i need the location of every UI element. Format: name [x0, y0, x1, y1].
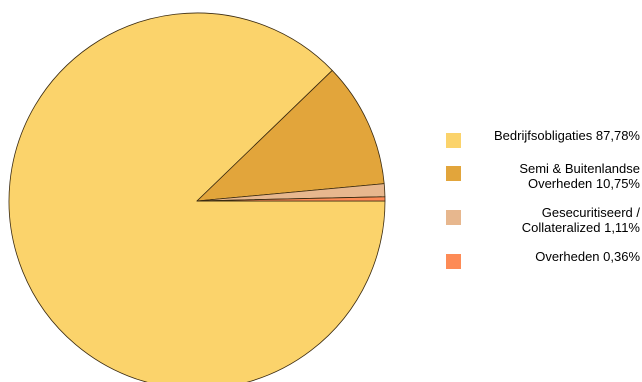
legend-label-line: Gesecuritiseerd /	[541, 205, 640, 220]
pie-slice-0	[8, 12, 386, 382]
legend-label-line: Overheden 10,75%	[527, 176, 640, 191]
legend-label-gesecuritiseerd: Gesecuritiseerd / Collateralized 1,11%	[478, 205, 640, 235]
legend-label-line: Semi & Buitenlandse	[519, 161, 640, 176]
legend-label-overheden: Overheden 0,36%	[478, 249, 640, 264]
legend-item-overheden: Overheden 0,36%	[446, 249, 640, 269]
legend-label-line: Bedrijfsobligaties 87,78%	[494, 128, 640, 143]
legend-swatch-overheden	[446, 254, 461, 269]
legend-item-gesecuritiseerd: Gesecuritiseerd / Collateralized 1,11%	[446, 205, 640, 239]
legend-swatch-semi-buitenlandse	[446, 166, 461, 181]
legend-label-bedrijfsobligaties: Bedrijfsobligaties 87,78%	[478, 128, 640, 143]
legend-label-line: Collateralized 1,11%	[521, 220, 640, 235]
legend-item-semi-buitenlandse: Semi & Buitenlandse Overheden 10,75%	[446, 161, 640, 195]
legend-swatch-bedrijfsobligaties	[446, 133, 461, 148]
pie-slice-3	[196, 196, 386, 202]
legend-label-semi-buitenlandse: Semi & Buitenlandse Overheden 10,75%	[478, 161, 640, 191]
legend-label-line: Overheden 0,36%	[535, 249, 640, 264]
pie-slice-1	[196, 70, 385, 202]
legend-swatch-gesecuritiseerd	[446, 210, 461, 225]
legend-item-bedrijfsobligaties: Bedrijfsobligaties 87,78%	[446, 128, 640, 148]
legend: Bedrijfsobligaties 87,78% Semi & Buitenl…	[446, 128, 640, 282]
